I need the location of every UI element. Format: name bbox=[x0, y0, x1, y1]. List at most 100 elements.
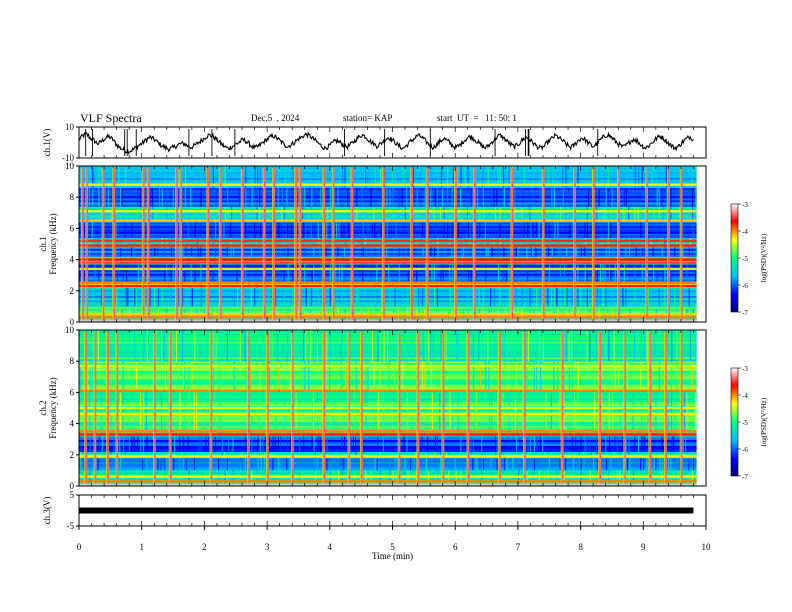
ch2-colorbar-tick-label: -4 bbox=[742, 392, 748, 400]
ch1-spec-texture bbox=[430, 187, 432, 207]
ch1-spec-texture bbox=[541, 237, 543, 248]
ch2-spec-texture bbox=[382, 436, 384, 452]
ch2-spec-texture bbox=[184, 392, 186, 430]
ch2-spec-texture bbox=[563, 361, 565, 393]
ch1-spec-sferic-halo bbox=[425, 168, 427, 320]
ch2-spec-texture bbox=[439, 392, 441, 430]
ch2-spec-texture bbox=[431, 392, 434, 430]
ch2-spec-texture bbox=[526, 470, 528, 486]
ch1-spec-texture bbox=[340, 287, 343, 307]
ch1-spec-ytick-label: 2 bbox=[70, 286, 75, 296]
ch2-spec-texture bbox=[341, 436, 343, 452]
ch1-spec-texture bbox=[131, 206, 133, 223]
ch2-spec-texture bbox=[188, 361, 190, 393]
ch1-spec-texture bbox=[292, 287, 294, 307]
ch1-spec-texture bbox=[538, 206, 540, 223]
ch1-spec-texture bbox=[577, 287, 579, 307]
ch2-spec-texture bbox=[181, 330, 184, 362]
ch1-spec-texture bbox=[349, 206, 351, 223]
ch2-spec-sferic bbox=[599, 332, 602, 484]
ch2-spec-texture bbox=[670, 451, 672, 458]
ch1-spec-texture bbox=[200, 264, 202, 282]
ch1-spec-texture bbox=[277, 166, 279, 188]
x-tick-label: 1 bbox=[139, 542, 144, 552]
ch2-spec-texture bbox=[340, 361, 342, 393]
ch1-spec-texture bbox=[304, 264, 306, 282]
ch2-spec-freq-band bbox=[79, 451, 697, 455]
ch2-spec-texture bbox=[601, 429, 604, 437]
ch1-spec-texture bbox=[485, 264, 487, 282]
ch2-spec-texture bbox=[443, 392, 445, 430]
ch2-spec-texture bbox=[428, 330, 430, 362]
ch2-spec-freq-band bbox=[79, 438, 697, 441]
ch1-spec-texture bbox=[451, 222, 453, 238]
ch1-spec-texture bbox=[577, 264, 579, 282]
ch1-spec-texture bbox=[392, 166, 394, 188]
ch1-spec-texture bbox=[686, 281, 688, 288]
ch2-spec-texture bbox=[515, 429, 518, 437]
ch2-spec-texture bbox=[98, 436, 100, 452]
ch1-spec-texture bbox=[259, 187, 261, 207]
ch2-spec-texture bbox=[563, 470, 565, 486]
ch1-spec-texture bbox=[245, 222, 247, 238]
ch2-spec-texture bbox=[506, 457, 508, 471]
ch2-spec-texture bbox=[586, 330, 588, 362]
ch1-spec-texture bbox=[356, 237, 358, 248]
ch1-spec-texture bbox=[166, 237, 168, 248]
ch1-spec-texture bbox=[607, 166, 609, 188]
ch2-spec-texture bbox=[374, 457, 376, 471]
ch2-spec-sferic bbox=[649, 332, 652, 484]
ch2-spec-texture bbox=[500, 470, 503, 486]
ch1-spec-texture bbox=[629, 247, 631, 257]
ch2-spec-texture bbox=[670, 361, 672, 393]
ch1-spec-texture bbox=[416, 187, 418, 207]
ch1-spec-texture bbox=[521, 287, 523, 307]
ch2-spec-freq-band bbox=[79, 398, 697, 401]
ch2-spec-texture bbox=[166, 451, 168, 458]
ch2-spec-texture bbox=[340, 330, 342, 362]
ch2-spec-texture bbox=[413, 470, 415, 486]
ch2-spec-texture bbox=[382, 429, 384, 437]
ch1-spec-texture bbox=[283, 281, 285, 288]
ch1-spec-texture bbox=[413, 287, 416, 307]
ch1-spec-dc-strip bbox=[79, 319, 697, 322]
ch2-spec-texture bbox=[257, 457, 259, 471]
ch2-spec-texture bbox=[146, 330, 148, 362]
ch1-spec-texture bbox=[238, 187, 240, 207]
ch1-spec-texture bbox=[650, 237, 652, 248]
ch1-spec-texture bbox=[290, 222, 293, 238]
ch2-spec-texture bbox=[142, 436, 145, 452]
ch2-spec-texture bbox=[481, 451, 483, 458]
ch1-spec-texture bbox=[694, 264, 697, 282]
ch1-spec-texture bbox=[190, 187, 192, 207]
ch1-spec-texture bbox=[443, 222, 445, 238]
ch2-spec-texture bbox=[119, 436, 121, 452]
ch1-spec-sferic-halo bbox=[331, 168, 333, 320]
ch1-spec-sferic bbox=[207, 168, 210, 320]
ch2-spec-texture bbox=[538, 429, 540, 437]
ch2-spec-sferic-halo bbox=[322, 332, 324, 484]
ch1-spec-texture bbox=[388, 264, 390, 282]
ch2-spec-texture bbox=[220, 330, 222, 362]
ch1-spec-sferic-halo bbox=[179, 168, 181, 320]
ch1-spec-texture bbox=[355, 281, 357, 288]
ch2-spec-texture bbox=[394, 361, 396, 393]
ch1-spec-texture bbox=[233, 287, 236, 307]
ch1-spec-texture bbox=[569, 206, 571, 223]
ch1-spec-texture bbox=[631, 237, 633, 248]
ch1-spec-texture bbox=[416, 287, 418, 307]
ch1-spec-freq-band bbox=[79, 187, 697, 191]
ch1-spec-texture bbox=[449, 287, 451, 307]
ch1-spec-texture bbox=[623, 187, 625, 207]
ch1-spec-texture bbox=[169, 206, 172, 223]
ch2-spec-texture bbox=[694, 451, 696, 458]
ch2-spec-texture bbox=[634, 436, 636, 452]
ch1-spec-texture bbox=[499, 206, 501, 223]
ch2-spec-texture bbox=[529, 436, 532, 452]
ch1-spec-texture bbox=[319, 237, 321, 248]
ch2-spec-texture bbox=[589, 436, 591, 452]
ch2-spec-texture bbox=[322, 436, 325, 452]
ch2-spec-texture bbox=[496, 436, 498, 452]
x-tick-label: 5 bbox=[390, 542, 395, 552]
